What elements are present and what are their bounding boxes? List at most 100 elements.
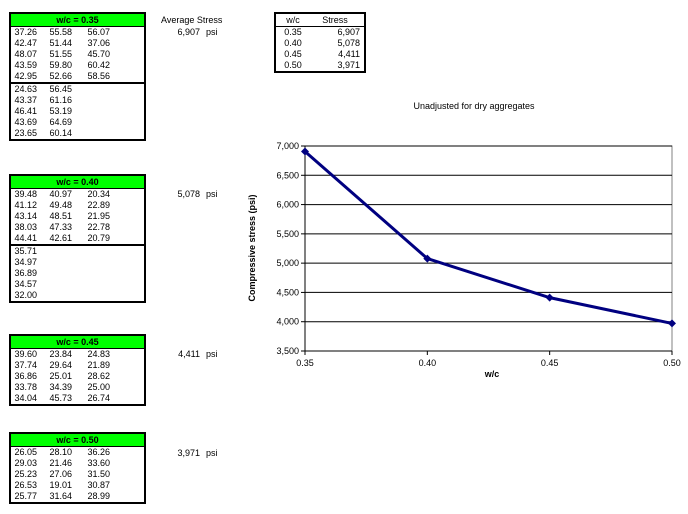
table-cell: [37, 268, 72, 279]
table-cell: 42.61: [49, 233, 72, 243]
table-cell: 34.04: [14, 393, 37, 403]
table-cell: 52.66: [49, 71, 72, 81]
x-tick-label: 0.40: [419, 358, 437, 368]
table-cell: 39.48: [14, 189, 37, 199]
table-row: 37.74 29.64 21.89: [11, 360, 144, 371]
x-tick-label: 0.50: [663, 358, 681, 368]
table-row: 35.71: [11, 246, 144, 257]
table-cell: 36.89: [14, 268, 37, 278]
table-cell: 31.50: [87, 469, 110, 479]
table-row: 36.86 25.01 28.62: [11, 371, 144, 382]
table-cell: 43.37: [14, 95, 37, 105]
summary-cell: 6,907: [337, 27, 360, 37]
table-cell: 38.03: [14, 222, 37, 232]
y-tick-label: 5,500: [276, 229, 299, 239]
data-block-1: w/c = 0.35 37.26 55.58 56.07 42.47 51.44 37.06…: [9, 12, 146, 141]
table-cell: 35.71: [14, 246, 37, 256]
data-block-4: w/c = 0.50 26.05 28.10 36.26 29.03 21.46 33.60…: [9, 432, 146, 504]
table-row: 46.41 53.19: [11, 106, 144, 117]
table-cell: 31.64: [49, 491, 72, 501]
table-cell: 56.45: [49, 84, 72, 94]
table-cell: 56.07: [87, 27, 110, 37]
y-tick-label: 5,000: [276, 258, 299, 268]
plot-area: 3,500 4,000 4,500 5,000 5,500 6,000 6,500 7,000…: [276, 141, 680, 368]
data-point-marker: [545, 293, 554, 302]
table-cell: 21.89: [87, 360, 110, 370]
y-tick-label: 6,000: [276, 200, 299, 210]
table-cell: 25.23: [14, 469, 37, 479]
table-cell: 19.01: [49, 480, 72, 490]
table-cell: 28.62: [87, 371, 110, 381]
table-cell: 34.97: [14, 257, 37, 267]
table-cell: 24.63: [14, 84, 37, 94]
data-point-marker: [301, 147, 309, 156]
table-cell: 25.00: [87, 382, 110, 392]
table-row: 25.77 31.64 28.99: [11, 491, 144, 502]
table-cell: [72, 84, 110, 95]
table-row: 39.60 23.84 24.83: [11, 349, 144, 360]
table-row: 23.65 60.14: [11, 128, 144, 139]
table-cell: 20.79: [87, 233, 110, 243]
table-cell: 25.01: [49, 371, 72, 381]
table-cell: 24.83: [87, 349, 110, 359]
table-row: 33.78 34.39 25.00: [11, 382, 144, 393]
table-row: 38.03 47.33 22.78: [11, 222, 144, 233]
table-cell: 28.10: [49, 447, 72, 457]
table-cell: [72, 106, 110, 117]
y-tick-label: 7,000: [276, 141, 299, 151]
table-cell: 26.74: [87, 393, 110, 403]
table-cell: 26.53: [14, 480, 37, 490]
table-cell: 60.42: [87, 60, 110, 70]
table-cell: 64.69: [49, 117, 72, 127]
table-row: 29.03 21.46 33.60: [11, 458, 144, 469]
table-row: 24.63 56.45: [11, 84, 144, 95]
table-cell: 36.86: [14, 371, 37, 381]
unit-label: psi: [206, 349, 218, 359]
table-cell: 44.41: [14, 233, 37, 243]
table-cell: [72, 95, 110, 106]
summary-header-wc: w/c: [286, 15, 300, 25]
table-cell: 43.14: [14, 211, 37, 221]
table-cell: [72, 128, 110, 139]
table-row: 43.69 64.69: [11, 117, 144, 128]
table-cell: [72, 117, 110, 128]
table-row: 36.89: [11, 268, 144, 279]
summary-row: 0.45 4,411: [276, 49, 364, 60]
summary-cell: 5,078: [337, 38, 360, 48]
unit-label: psi: [206, 448, 218, 458]
summary-row: 0.40 5,078: [276, 38, 364, 49]
series-line: [304, 150, 673, 325]
table-cell: 48.07: [14, 49, 37, 59]
block-header: w/c = 0.50: [11, 434, 144, 447]
table-cell: 29.64: [49, 360, 72, 370]
table-cell: 33.78: [14, 382, 37, 392]
table-cell: [37, 279, 72, 290]
table-cell: 21.46: [49, 458, 72, 468]
table-cell: [72, 257, 110, 268]
table-cell: 47.33: [49, 222, 72, 232]
table-cell: 45.70: [87, 49, 110, 59]
table-row: 34.97: [11, 257, 144, 268]
table-row: 43.14 48.51 21.95: [11, 211, 144, 222]
table-row: 43.59 59.80 60.42: [11, 60, 144, 71]
table-cell: 59.80: [49, 60, 72, 70]
summary-cell: 0.35: [284, 27, 302, 37]
average-stress-value: 4,411: [178, 349, 200, 359]
table-cell: 37.06: [87, 38, 110, 48]
summary-cell: 0.40: [284, 38, 302, 48]
summary-header-row: w/c Stress: [276, 14, 364, 27]
table-row: 34.04 45.73 26.74: [11, 393, 144, 404]
table-cell: 43.59: [14, 60, 37, 70]
summary-table: w/c Stress 0.35 6,907 0.40 5,078 0.45 4,…: [274, 12, 366, 73]
table-row: 25.23 27.06 31.50: [11, 469, 144, 480]
table-cell: [37, 290, 72, 301]
average-stress-value: 6,907: [177, 27, 200, 37]
table-cell: [37, 257, 72, 268]
table-row: 37.26 55.58 56.07: [11, 27, 144, 38]
table-cell: 53.19: [49, 106, 72, 116]
block-section: 24.63 56.45 43.37 61.16 46.41 53.19 43.69 64.69…: [11, 82, 144, 139]
summary-cell: 3,971: [337, 60, 360, 70]
x-tick-label: 0.45: [541, 358, 559, 368]
table-row: 43.37 61.16: [11, 95, 144, 106]
table-cell: [72, 246, 110, 257]
